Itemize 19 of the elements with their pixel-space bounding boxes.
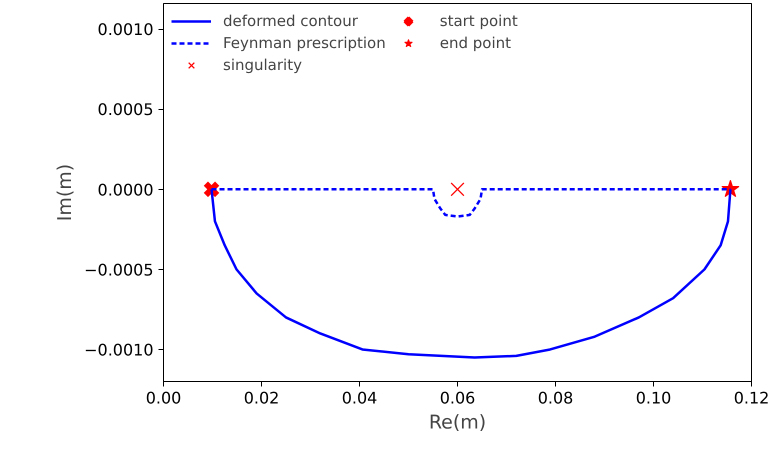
y-tick-label: 0.0010: [98, 20, 154, 40]
legend-label: deformed contour: [223, 12, 358, 30]
y-axis-title: Im(m): [54, 164, 76, 222]
x-tick-label: 0.06: [440, 388, 476, 408]
x-tick-label: 0.10: [636, 388, 672, 408]
y-tick-label: −0.0005: [84, 260, 154, 280]
x-tick-label: 0.04: [342, 388, 378, 408]
legend-label: end point: [440, 34, 512, 52]
x-tick-label: 0.08: [538, 388, 574, 408]
legend-label: singularity: [223, 56, 302, 74]
x-tick-label: 0.00: [146, 388, 182, 408]
x-axis-title: Re(m): [428, 412, 486, 434]
legend-label: Feynman prescription: [223, 34, 386, 52]
y-tick-label: 0.0005: [98, 100, 154, 120]
y-tick-label: −0.0010: [84, 340, 154, 360]
x-tick-label: 0.02: [244, 388, 280, 408]
legend-label: start point: [440, 12, 518, 30]
y-tick-label: 0.0000: [98, 180, 154, 200]
x-tick-label: 0.12: [734, 388, 770, 408]
